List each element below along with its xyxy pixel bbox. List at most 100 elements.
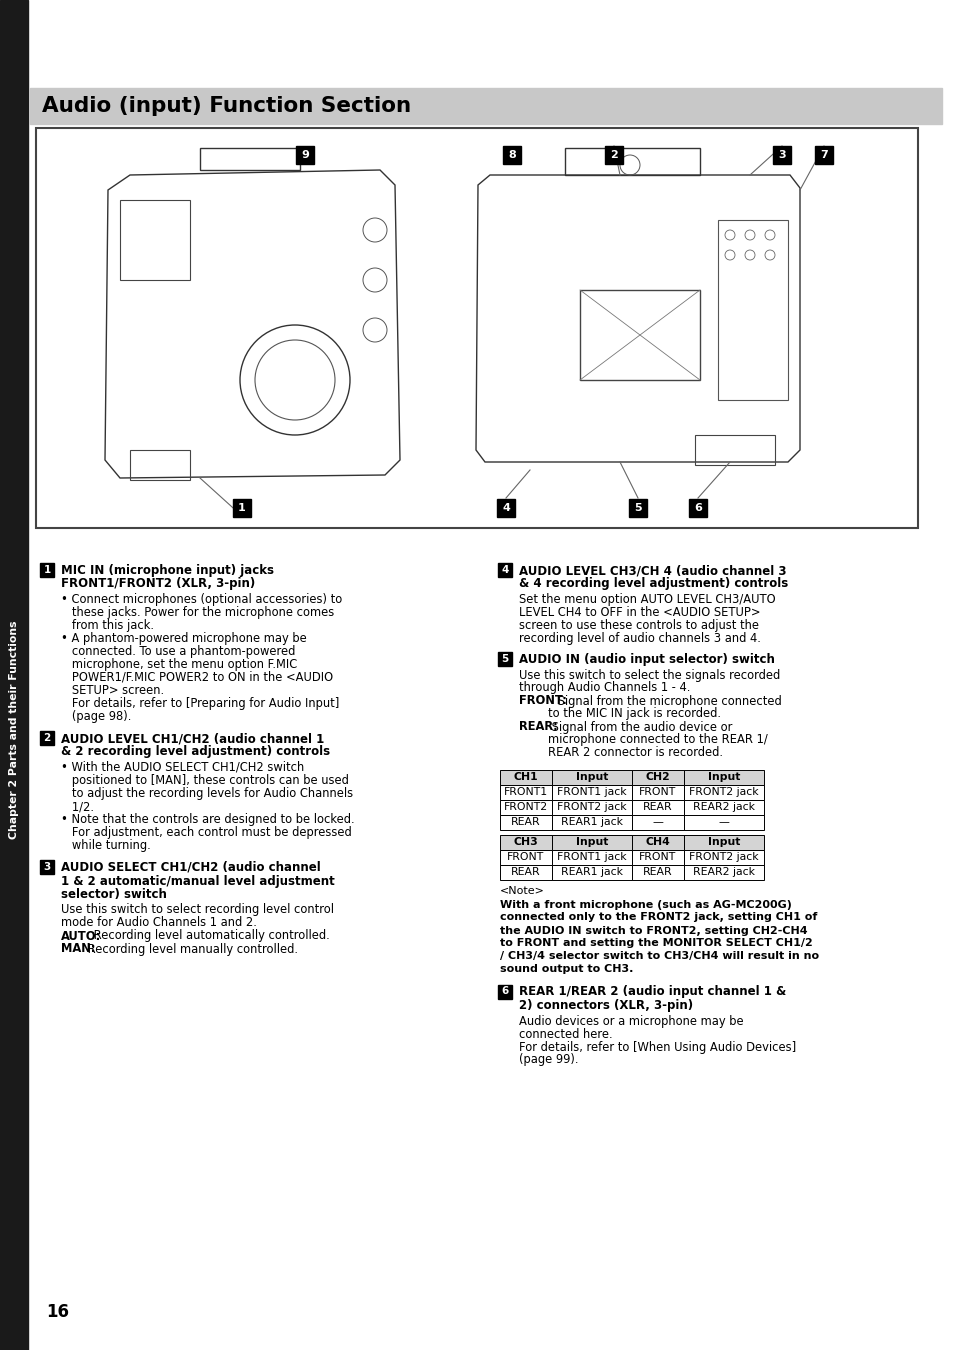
- Text: & 2 recording level adjustment) controls: & 2 recording level adjustment) controls: [61, 745, 330, 759]
- Bar: [499, 814, 552, 829]
- Bar: [233, 500, 251, 517]
- Bar: [631, 784, 683, 799]
- Text: Use this switch to select the signals recorded: Use this switch to select the signals re…: [518, 668, 780, 682]
- Text: • Connect microphones (optional accessories) to: • Connect microphones (optional accessor…: [61, 593, 342, 606]
- Bar: [631, 799, 683, 814]
- Text: 1 & 2 automatic/manual level adjustment: 1 & 2 automatic/manual level adjustment: [61, 875, 335, 887]
- Bar: [683, 834, 763, 849]
- Text: FRONT1 jack: FRONT1 jack: [557, 852, 626, 863]
- Text: 5: 5: [501, 653, 508, 664]
- Text: REAR1 jack: REAR1 jack: [560, 817, 622, 828]
- Text: AUDIO LEVEL CH1/CH2 (audio channel 1: AUDIO LEVEL CH1/CH2 (audio channel 1: [61, 732, 324, 745]
- Text: to the MIC IN jack is recorded.: to the MIC IN jack is recorded.: [518, 707, 720, 721]
- Text: Recording level manually controlled.: Recording level manually controlled.: [84, 942, 298, 956]
- Bar: [552, 834, 631, 849]
- Bar: [552, 849, 631, 864]
- Bar: [497, 500, 515, 517]
- Text: 2: 2: [43, 733, 51, 743]
- Text: connected only to the FRONT2 jack, setting CH1 of: connected only to the FRONT2 jack, setti…: [499, 913, 817, 922]
- Bar: [683, 799, 763, 814]
- Text: REAR2 jack: REAR2 jack: [692, 802, 754, 811]
- Bar: [683, 814, 763, 829]
- Bar: [499, 769, 552, 784]
- Bar: [36, 128, 917, 528]
- Bar: [502, 146, 520, 163]
- Text: LEVEL CH4 to OFF in the <AUDIO SETUP>: LEVEL CH4 to OFF in the <AUDIO SETUP>: [518, 606, 760, 620]
- Text: CH1: CH1: [513, 772, 537, 782]
- Text: mode for Audio Channels 1 and 2.: mode for Audio Channels 1 and 2.: [61, 917, 256, 930]
- Bar: [579, 290, 700, 379]
- Text: connected. To use a phantom-powered: connected. To use a phantom-powered: [61, 645, 295, 657]
- Text: FRONT1/FRONT2 (XLR, 3-pin): FRONT1/FRONT2 (XLR, 3-pin): [61, 578, 255, 590]
- Text: 2: 2: [610, 150, 618, 161]
- Text: (page 99).: (page 99).: [518, 1053, 578, 1066]
- Text: 6: 6: [694, 504, 701, 513]
- Bar: [497, 563, 512, 576]
- Bar: [628, 500, 646, 517]
- Text: (page 98).: (page 98).: [61, 710, 132, 724]
- Text: FRONT:: FRONT:: [518, 694, 566, 707]
- Bar: [683, 784, 763, 799]
- Text: AUDIO LEVEL CH3/CH 4 (audio channel 3: AUDIO LEVEL CH3/CH 4 (audio channel 3: [518, 564, 785, 576]
- Text: CH2: CH2: [645, 772, 670, 782]
- Text: to FRONT and setting the MONITOR SELECT CH1/2: to FRONT and setting the MONITOR SELECT …: [499, 938, 812, 949]
- Bar: [499, 864, 552, 879]
- Bar: [631, 834, 683, 849]
- Text: FRONT1: FRONT1: [503, 787, 547, 796]
- Text: REAR1 jack: REAR1 jack: [560, 867, 622, 878]
- Text: SETUP> screen.: SETUP> screen.: [61, 684, 164, 697]
- Bar: [683, 849, 763, 864]
- Text: FRONT2 jack: FRONT2 jack: [557, 802, 626, 811]
- Text: sound output to CH3.: sound output to CH3.: [499, 964, 633, 975]
- Text: AUDIO SELECT CH1/CH2 (audio channel: AUDIO SELECT CH1/CH2 (audio channel: [61, 861, 320, 873]
- Text: FRONT2: FRONT2: [503, 802, 547, 811]
- Text: With a front microphone (such as AG-MC200G): With a front microphone (such as AG-MC20…: [499, 899, 791, 910]
- Bar: [120, 200, 190, 279]
- Text: 1: 1: [43, 566, 51, 575]
- Bar: [30, 88, 941, 124]
- Text: • Note that the controls are designed to be locked.: • Note that the controls are designed to…: [61, 813, 355, 826]
- Text: screen to use these controls to adjust the: screen to use these controls to adjust t…: [518, 620, 759, 632]
- Text: REAR2 jack: REAR2 jack: [692, 867, 754, 878]
- Bar: [772, 146, 790, 163]
- Bar: [552, 769, 631, 784]
- Text: Signal from the audio device or: Signal from the audio device or: [547, 721, 732, 733]
- Text: Input: Input: [576, 837, 608, 846]
- Text: REAR:: REAR:: [518, 721, 558, 733]
- Bar: [631, 849, 683, 864]
- Bar: [631, 814, 683, 829]
- Text: <Note>: <Note>: [499, 887, 544, 896]
- Bar: [683, 864, 763, 879]
- Bar: [688, 500, 706, 517]
- Text: —: —: [718, 817, 729, 828]
- Text: For adjustment, each control must be depressed: For adjustment, each control must be dep…: [61, 826, 352, 838]
- Text: / CH3/4 selector switch to CH3/CH4 will result in no: / CH3/4 selector switch to CH3/CH4 will …: [499, 952, 819, 961]
- Text: while turning.: while turning.: [61, 838, 151, 852]
- Text: FRONT: FRONT: [639, 852, 676, 863]
- Text: microphone, set the menu option F.MIC: microphone, set the menu option F.MIC: [61, 657, 297, 671]
- Text: 4: 4: [500, 566, 508, 575]
- Text: FRONT2 jack: FRONT2 jack: [688, 787, 758, 796]
- Text: AUDIO IN (audio input selector) switch: AUDIO IN (audio input selector) switch: [518, 653, 774, 666]
- Text: connected here.: connected here.: [518, 1027, 612, 1041]
- Bar: [0, 0, 28, 1350]
- Text: 3: 3: [43, 863, 51, 872]
- Text: CH3: CH3: [513, 837, 537, 846]
- Text: 8: 8: [508, 150, 516, 161]
- Text: 4: 4: [501, 504, 510, 513]
- Text: FRONT2 jack: FRONT2 jack: [688, 852, 758, 863]
- Text: through Audio Channels 1 - 4.: through Audio Channels 1 - 4.: [518, 682, 690, 694]
- Text: Use this switch to select recording level control: Use this switch to select recording leve…: [61, 903, 334, 917]
- Text: FRONT: FRONT: [507, 852, 544, 863]
- Text: REAR: REAR: [642, 867, 672, 878]
- Text: —: —: [652, 817, 662, 828]
- Text: 1: 1: [238, 504, 246, 513]
- Text: 1/2.: 1/2.: [61, 801, 94, 813]
- Text: Chapter 2 Parts and their Functions: Chapter 2 Parts and their Functions: [9, 621, 19, 840]
- Text: 16: 16: [46, 1303, 69, 1322]
- Text: recording level of audio channels 3 and 4.: recording level of audio channels 3 and …: [518, 632, 760, 645]
- Text: from this jack.: from this jack.: [61, 620, 153, 632]
- Text: REAR: REAR: [511, 817, 540, 828]
- Text: MIC IN (microphone input) jacks: MIC IN (microphone input) jacks: [61, 564, 274, 576]
- Text: 5: 5: [634, 504, 641, 513]
